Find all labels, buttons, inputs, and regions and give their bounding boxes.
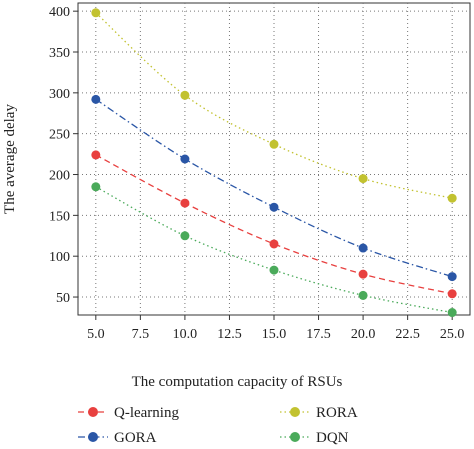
x-axis-title: The computation capacity of RSUs — [132, 374, 343, 390]
legend-swatch-marker — [88, 407, 98, 417]
legend-item-dqn: DQN — [280, 430, 349, 446]
x-tick-label: 5.0 — [87, 327, 105, 342]
grid — [78, 3, 470, 315]
legend-label: DQN — [316, 430, 349, 446]
legend: Q-learning RORA GORA DQN — [78, 405, 358, 446]
x-tick-label: 12.5 — [217, 327, 242, 342]
data-point-gora — [447, 272, 457, 282]
data-point-gora — [180, 154, 190, 164]
data-point-dqn — [358, 290, 368, 300]
y-tick-label: 50 — [56, 291, 70, 306]
y-tick-label: 300 — [49, 87, 70, 102]
data-point-rora — [91, 8, 101, 18]
x-axis-ticks: 5.0 7.5 10.0 12.5 15.0 17.5 20.0 22.5 25.0 — [87, 315, 464, 342]
y-tick-label: 100 — [49, 250, 70, 265]
legend-label: GORA — [114, 430, 157, 446]
data-point-rora — [180, 90, 190, 100]
data-point-q-learning — [91, 150, 101, 160]
data-point-rora — [269, 139, 279, 149]
y-tick-label: 250 — [49, 128, 70, 143]
y-tick-label: 400 — [49, 5, 70, 20]
series-dqn — [91, 182, 457, 318]
series-q-learning — [91, 150, 457, 299]
data-point-dqn — [91, 182, 101, 192]
legend-swatch-marker — [290, 407, 300, 417]
series-line-rora — [95, 12, 453, 199]
series-group — [91, 8, 457, 318]
data-point-q-learning — [358, 269, 368, 279]
x-tick-label: 17.5 — [306, 327, 331, 342]
y-tick-label: 350 — [49, 46, 70, 61]
y-axis-title: The average delay — [2, 104, 18, 214]
x-tick-label: 22.5 — [395, 327, 420, 342]
data-point-q-learning — [269, 239, 279, 249]
series-gora — [91, 94, 457, 282]
x-tick-label: 10.0 — [173, 327, 198, 342]
legend-swatch-marker — [290, 432, 300, 442]
legend-label: RORA — [316, 405, 358, 421]
data-point-gora — [91, 94, 101, 104]
x-tick-label: 7.5 — [132, 327, 150, 342]
y-tick-label: 150 — [49, 209, 70, 224]
x-tick-label: 15.0 — [262, 327, 287, 342]
data-point-dqn — [269, 265, 279, 275]
data-point-dqn — [180, 231, 190, 241]
series-line-q-learning — [95, 154, 453, 295]
legend-swatch-marker — [88, 432, 98, 442]
legend-label: Q-learning — [114, 405, 179, 421]
legend-item-rora: RORA — [280, 405, 358, 421]
x-tick-label: 20.0 — [351, 327, 376, 342]
data-point-gora — [358, 243, 368, 253]
y-tick-label: 200 — [49, 169, 70, 184]
data-point-rora — [358, 174, 368, 184]
data-point-q-learning — [180, 198, 190, 208]
legend-item-gora: GORA — [78, 430, 157, 446]
series-rora — [91, 8, 457, 203]
data-point-dqn — [447, 308, 457, 318]
y-axis-ticks: 50 100 150 200 250 300 350 400 — [49, 5, 78, 306]
legend-item-q-learning: Q-learning — [78, 405, 179, 421]
data-point-gora — [269, 202, 279, 212]
data-point-rora — [447, 193, 457, 203]
data-point-q-learning — [447, 289, 457, 299]
x-tick-label: 25.0 — [440, 327, 465, 342]
